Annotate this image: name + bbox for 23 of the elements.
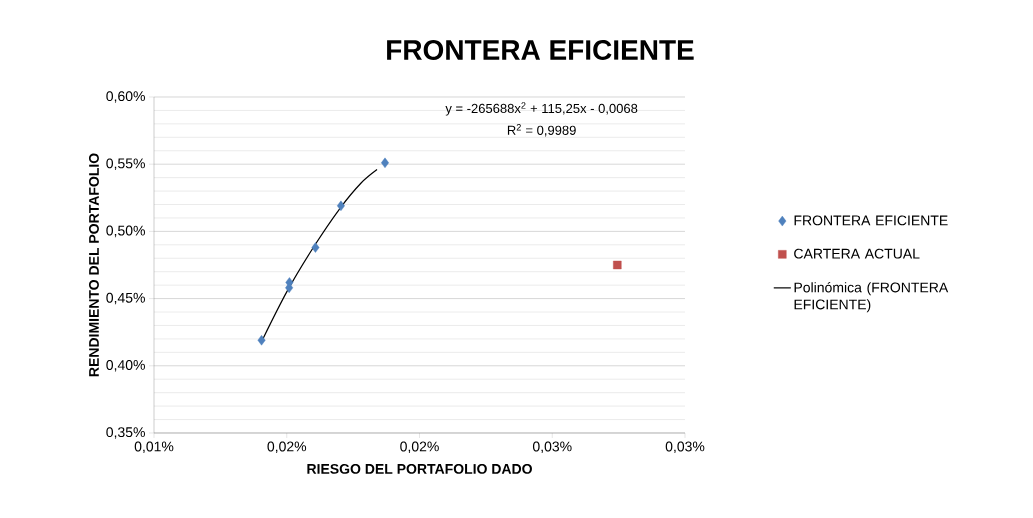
x-tick-label: 0,03% <box>665 441 705 454</box>
point <box>613 260 622 270</box>
y-tick-label: 0,50% <box>106 225 145 238</box>
y-tick-label: 0,35% <box>106 427 145 439</box>
y-tick-label: 0,45% <box>106 292 145 305</box>
x-tick-label: 0,01% <box>134 441 174 454</box>
x-tick-label: 0,02% <box>400 441 439 454</box>
x-tick-label: 0,02% <box>267 441 307 454</box>
x-axis-title: RIESGO DEL PORTAFOLIO DADO <box>307 463 532 474</box>
x-tick-label: 0,03% <box>532 441 572 454</box>
legend-label: FRONTERA EFICIENTE <box>794 215 948 226</box>
y-tick-label: 0,55% <box>106 158 145 170</box>
annotation: y = -265688x$^{2}$ + 115,25x - 0,0068 <box>445 102 638 116</box>
chart-title: FRONTERA EFICIENTE <box>387 40 694 60</box>
point <box>257 335 266 346</box>
legend-label: CARTERA ACTUAL <box>794 248 920 259</box>
legend-label: Polinómica (FRONTERA EFICIENTE) <box>794 281 949 313</box>
y-tick-label: 0,60% <box>106 91 145 103</box>
y-axis-title: RENDIMIENTO DEL PORTAFOLIO <box>88 153 99 377</box>
point <box>336 200 345 212</box>
annotation: R$^{2}$ = 0,9989 <box>507 124 576 137</box>
point <box>311 242 320 253</box>
y-tick-label: 0,40% <box>106 359 145 372</box>
